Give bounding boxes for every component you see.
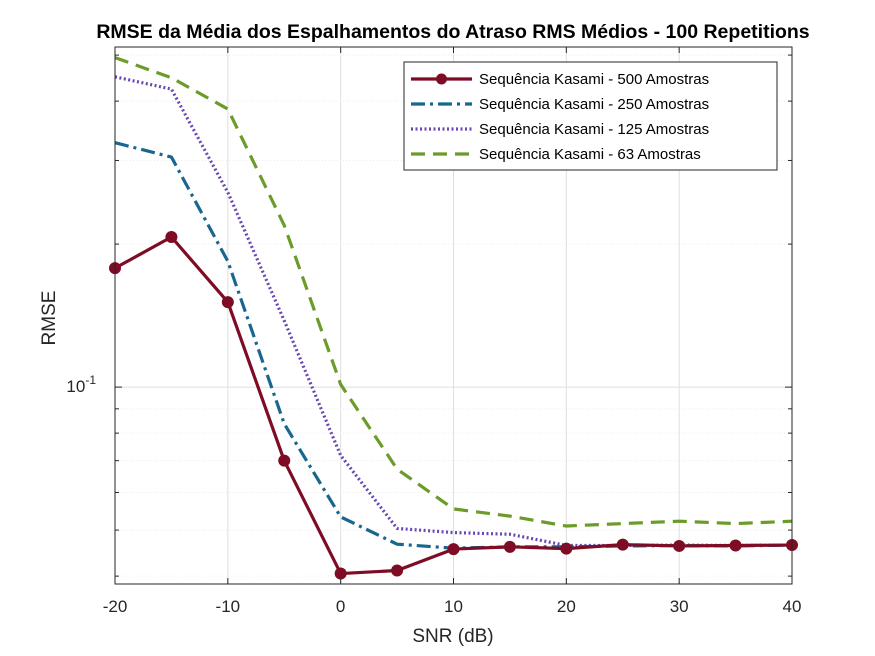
data-point-marker <box>165 231 178 244</box>
data-point-marker <box>503 540 516 553</box>
legend-label: Sequência Kasami - 250 Amostras <box>479 96 709 113</box>
data-point-marker <box>447 543 460 556</box>
data-point-marker <box>673 539 686 552</box>
data-point-marker <box>616 538 629 551</box>
series-lines <box>109 56 798 580</box>
x-tick-label: -10 <box>216 597 241 616</box>
legend-label: Sequência Kasami - 125 Amostras <box>479 121 709 138</box>
legend-label: Sequência Kasami - 500 Amostras <box>479 71 709 88</box>
axis-ticks <box>114 47 793 584</box>
x-tick-label: -20 <box>103 597 128 616</box>
x-tick-label: 20 <box>557 597 576 616</box>
y-axis-label: RMSE <box>39 291 60 346</box>
legend-marker <box>436 73 447 85</box>
y-tick-label-0.1: 10-1 <box>66 373 96 396</box>
data-point-marker <box>221 296 234 309</box>
series-line <box>114 56 793 528</box>
x-tick-label: 0 <box>336 597 345 616</box>
legend: Sequência Kasami - 500 Amostras Sequência… <box>403 61 778 171</box>
data-point-marker <box>391 564 404 577</box>
data-point-marker <box>729 539 742 552</box>
x-tick-label: 30 <box>670 597 689 616</box>
data-point-marker <box>560 542 573 555</box>
x-tick-label: 10 <box>444 597 463 616</box>
x-tick-label: 40 <box>783 597 802 616</box>
data-point-marker <box>278 454 291 467</box>
chart-title: RMSE da Média dos Espalhamentos do Atras… <box>96 21 809 43</box>
data-point-marker <box>334 567 347 580</box>
x-axis-label: SNR (dB) <box>412 626 493 647</box>
legend-items: Sequência Kasami - 500 Amostras Sequência… <box>411 71 709 163</box>
x-tick-labels: -20 -10 0 10 20 30 40 <box>103 597 802 616</box>
legend-label: Sequência Kasami - 63 Amostras <box>479 146 701 163</box>
